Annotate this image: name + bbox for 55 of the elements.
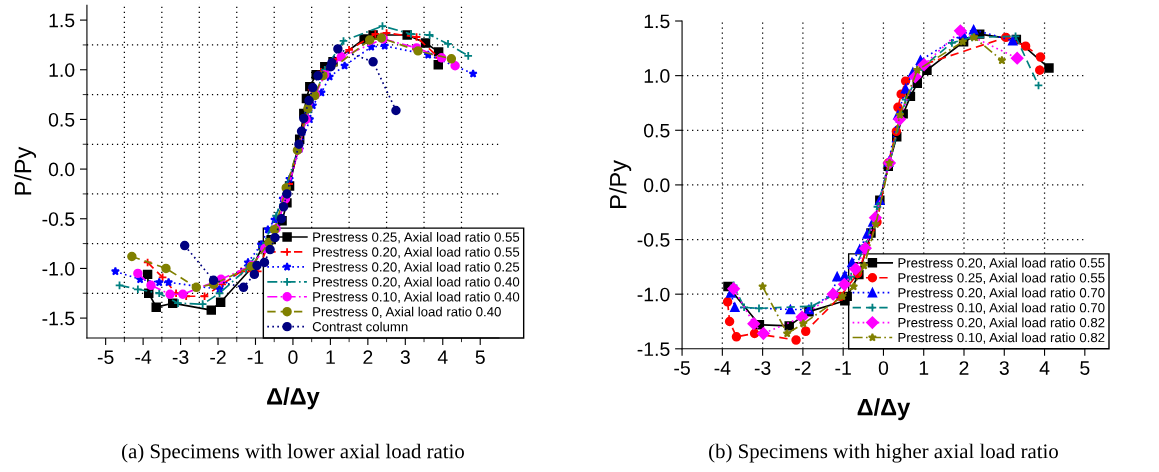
x-tick-label: 1 <box>326 350 335 364</box>
y-tick-label: -1.0 <box>42 261 75 276</box>
x-tick-label: -1 <box>835 361 851 375</box>
x-tick-label: 0 <box>878 361 889 375</box>
x-tick-label: 2 <box>959 361 969 375</box>
legend-label: Prestress 0.20, Axial load ratio 0.40 <box>313 276 520 289</box>
legend-label: Prestress 0.20, Axial load ratio 0.55 <box>313 247 520 259</box>
y-tick-label: 0.0 <box>48 162 75 177</box>
y-tick-label: 1.5 <box>49 13 75 28</box>
x-tick-label: 5 <box>1080 361 1090 375</box>
x-tick-label: -4 <box>135 350 152 364</box>
legend-label: Contrast column <box>312 321 408 332</box>
x-tick-label: -1 <box>247 350 264 364</box>
y-axis-title: P/Py <box>609 160 632 208</box>
legend-label: Prestress 0.10, Axial load ratio 0.82 <box>898 332 1105 344</box>
y-tick-label: 0.0 <box>644 178 670 193</box>
y-tick-label: -0.5 <box>42 212 75 226</box>
x-tick-label: 3 <box>999 361 1009 375</box>
x-tick-label: -2 <box>795 361 811 375</box>
legend-label: Prestress 0.20, Axial load ratio 0.82 <box>898 317 1105 329</box>
x-tick-label: 1 <box>919 361 929 375</box>
legend-label: Prestress 0, Axial load ratio 0.40 <box>313 306 501 319</box>
legend-label: Prestress 0.25, Axial load ratio 0.55 <box>898 272 1105 285</box>
legend-label: Prestress 0.20, Axial load ratio 0.25 <box>313 261 520 274</box>
y-tick-label: -1.0 <box>637 287 670 302</box>
legend-label: Prestress 0.20, Axial load ratio 0.70 <box>898 287 1105 299</box>
x-tick-label: 5 <box>475 350 485 365</box>
legend-label: Prestress 0.10, Axial load ratio 0.40 <box>313 291 520 304</box>
y-tick-label: 0.5 <box>644 123 670 138</box>
x-tick-label: 0 <box>288 350 298 365</box>
x-axis-title: Δ/Δy <box>857 398 911 421</box>
x-tick-label: 3 <box>400 350 410 365</box>
y-axis-title: P/Py <box>14 146 37 195</box>
x-tick-label: -3 <box>754 361 771 375</box>
x-tick-label: 4 <box>437 350 448 364</box>
legend-label: Prestress 0.10, Axial load ratio 0.70 <box>898 302 1105 314</box>
x-tick-label: -2 <box>210 350 226 364</box>
x-tick-label: -5 <box>97 350 114 365</box>
x-tick-label: -5 <box>674 361 690 375</box>
text: (a) Specimens with lower axial load ratio <box>122 443 464 463</box>
y-tick-label: -1.5 <box>42 311 75 326</box>
y-tick-label: 1.0 <box>49 63 75 77</box>
x-tick-label: 4 <box>1039 361 1050 375</box>
x-axis-title: Δ/Δy <box>267 387 320 410</box>
text: (b) Specimens with higher axial load ratio <box>709 443 1058 463</box>
y-tick-label: -1.5 <box>637 342 670 357</box>
legend-label: Prestress 0.25, Axial load ratio 0.55 <box>313 232 520 244</box>
y-tick-label: 1.0 <box>644 69 670 83</box>
y-tick-label: 1.5 <box>644 14 670 29</box>
x-tick-label: -4 <box>714 361 731 375</box>
y-tick-label: -0.5 <box>637 233 670 247</box>
x-tick-label: 2 <box>363 350 373 364</box>
legend-label: Prestress 0.20, Axial load ratio 0.55 <box>898 257 1105 270</box>
x-tick-label: -3 <box>172 350 189 365</box>
y-tick-label: 0.5 <box>48 112 75 127</box>
